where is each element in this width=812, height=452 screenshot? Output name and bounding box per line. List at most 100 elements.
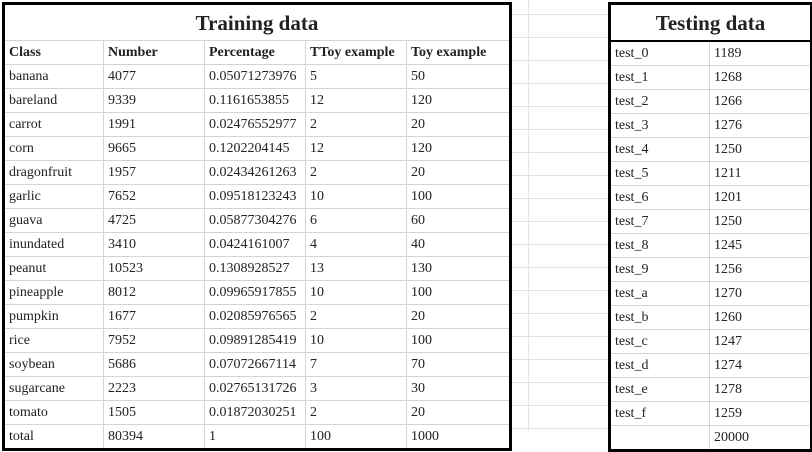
cell-class[interactable]: garlic (3, 184, 104, 209)
cell-number[interactable]: 4725 (103, 208, 205, 233)
cell-class[interactable]: tomato (3, 400, 104, 425)
cell-test-name[interactable]: test_e (609, 377, 710, 402)
cell-percentage[interactable]: 1 (204, 424, 306, 450)
cell-toy-example[interactable]: 120 (406, 136, 511, 161)
cell-class[interactable]: corn (3, 136, 104, 161)
cell-percentage[interactable]: 0.02765131726 (204, 376, 306, 401)
cell-number[interactable]: 1677 (103, 304, 205, 329)
cell-class[interactable]: soybean (3, 352, 104, 377)
cell-toy-example[interactable]: 100 (406, 184, 511, 209)
cell-test-count[interactable]: 1250 (709, 137, 812, 162)
cell-number[interactable]: 4077 (103, 64, 205, 89)
cell-percentage[interactable]: 0.09518123243 (204, 184, 306, 209)
cell-toy-example[interactable]: 20 (406, 304, 511, 329)
cell-toy-example[interactable]: 70 (406, 352, 511, 377)
cell-test-name[interactable]: test_a (609, 281, 710, 306)
cell-class[interactable]: bareland (3, 88, 104, 113)
cell-percentage[interactable]: 0.02476552977 (204, 112, 306, 137)
cell-number[interactable]: 1991 (103, 112, 205, 137)
cell-class[interactable]: carrot (3, 112, 104, 137)
cell-test-name[interactable]: test_0 (609, 41, 710, 66)
cell-ttoy-example[interactable]: 12 (305, 136, 407, 161)
cell-toy-example[interactable]: 1000 (406, 424, 511, 450)
cell-test-name[interactable]: test_8 (609, 233, 710, 258)
cell-percentage[interactable]: 0.1161653855 (204, 88, 306, 113)
cell-class[interactable]: dragonfruit (3, 160, 104, 185)
cell-test-count[interactable]: 1245 (709, 233, 812, 258)
cell-toy-example[interactable]: 30 (406, 376, 511, 401)
cell-number[interactable]: 9339 (103, 88, 205, 113)
cell-class[interactable]: inundated (3, 232, 104, 257)
cell-toy-example[interactable]: 20 (406, 112, 511, 137)
cell-percentage[interactable]: 0.07072667114 (204, 352, 306, 377)
cell-ttoy-example[interactable]: 2 (305, 304, 407, 329)
cell-percentage[interactable]: 0.09965917855 (204, 280, 306, 305)
cell-toy-example[interactable]: 100 (406, 328, 511, 353)
cell-number[interactable]: 80394 (103, 424, 205, 450)
cell-test-count[interactable]: 20000 (709, 425, 812, 451)
cell-test-count[interactable]: 1189 (709, 41, 812, 66)
cell-number[interactable]: 7952 (103, 328, 205, 353)
cell-ttoy-example[interactable]: 2 (305, 112, 407, 137)
cell-percentage[interactable]: 0.05877304276 (204, 208, 306, 233)
cell-test-count[interactable]: 1270 (709, 281, 812, 306)
cell-toy-example[interactable]: 120 (406, 88, 511, 113)
cell-test-count[interactable]: 1250 (709, 209, 812, 234)
cell-percentage[interactable]: 0.02085976565 (204, 304, 306, 329)
cell-ttoy-example[interactable]: 10 (305, 184, 407, 209)
cell-test-name[interactable]: test_b (609, 305, 710, 330)
cell-ttoy-example[interactable]: 2 (305, 400, 407, 425)
cell-number[interactable]: 7652 (103, 184, 205, 209)
cell-test-name[interactable]: test_3 (609, 113, 710, 138)
cell-class[interactable]: total (3, 424, 104, 450)
cell-class[interactable]: sugarcane (3, 376, 104, 401)
cell-percentage[interactable]: 0.1202204145 (204, 136, 306, 161)
column-header-percentage[interactable]: Percentage (204, 40, 306, 65)
cell-number[interactable]: 1505 (103, 400, 205, 425)
cell-percentage[interactable]: 0.09891285419 (204, 328, 306, 353)
cell-percentage[interactable]: 0.1308928527 (204, 256, 306, 281)
cell-ttoy-example[interactable]: 4 (305, 232, 407, 257)
cell-ttoy-example[interactable]: 10 (305, 328, 407, 353)
cell-number[interactable]: 8012 (103, 280, 205, 305)
cell-test-name[interactable]: test_6 (609, 185, 710, 210)
cell-test-count[interactable]: 1247 (709, 329, 812, 354)
cell-class[interactable]: pineapple (3, 280, 104, 305)
cell-test-count[interactable]: 1201 (709, 185, 812, 210)
cell-toy-example[interactable]: 60 (406, 208, 511, 233)
cell-ttoy-example[interactable]: 100 (305, 424, 407, 450)
cell-percentage[interactable]: 0.02434261263 (204, 160, 306, 185)
cell-test-count[interactable]: 1274 (709, 353, 812, 378)
cell-test-count[interactable]: 1266 (709, 89, 812, 114)
cell-test-count[interactable]: 1278 (709, 377, 812, 402)
cell-test-name[interactable]: test_5 (609, 161, 710, 186)
cell-ttoy-example[interactable]: 3 (305, 376, 407, 401)
cell-test-name[interactable] (609, 425, 710, 451)
cell-test-count[interactable]: 1276 (709, 113, 812, 138)
cell-class[interactable]: pumpkin (3, 304, 104, 329)
cell-test-name[interactable]: test_d (609, 353, 710, 378)
cell-ttoy-example[interactable]: 10 (305, 280, 407, 305)
cell-test-name[interactable]: test_f (609, 401, 710, 426)
cell-class[interactable]: peanut (3, 256, 104, 281)
cell-toy-example[interactable]: 20 (406, 160, 511, 185)
cell-ttoy-example[interactable]: 2 (305, 160, 407, 185)
cell-percentage[interactable]: 0.0424161007 (204, 232, 306, 257)
cell-test-count[interactable]: 1268 (709, 65, 812, 90)
column-header-toy-example[interactable]: Toy example (406, 40, 511, 65)
cell-test-name[interactable]: test_9 (609, 257, 710, 282)
cell-percentage[interactable]: 0.01872030251 (204, 400, 306, 425)
cell-ttoy-example[interactable]: 6 (305, 208, 407, 233)
cell-class[interactable]: banana (3, 64, 104, 89)
cell-test-name[interactable]: test_c (609, 329, 710, 354)
cell-test-count[interactable]: 1260 (709, 305, 812, 330)
cell-toy-example[interactable]: 130 (406, 256, 511, 281)
cell-ttoy-example[interactable]: 5 (305, 64, 407, 89)
cell-test-count[interactable]: 1211 (709, 161, 812, 186)
column-header-ttoy-example[interactable]: TToy example (305, 40, 407, 65)
cell-test-name[interactable]: test_1 (609, 65, 710, 90)
cell-ttoy-example[interactable]: 12 (305, 88, 407, 113)
cell-number[interactable]: 9665 (103, 136, 205, 161)
cell-test-count[interactable]: 1256 (709, 257, 812, 282)
cell-toy-example[interactable]: 50 (406, 64, 511, 89)
